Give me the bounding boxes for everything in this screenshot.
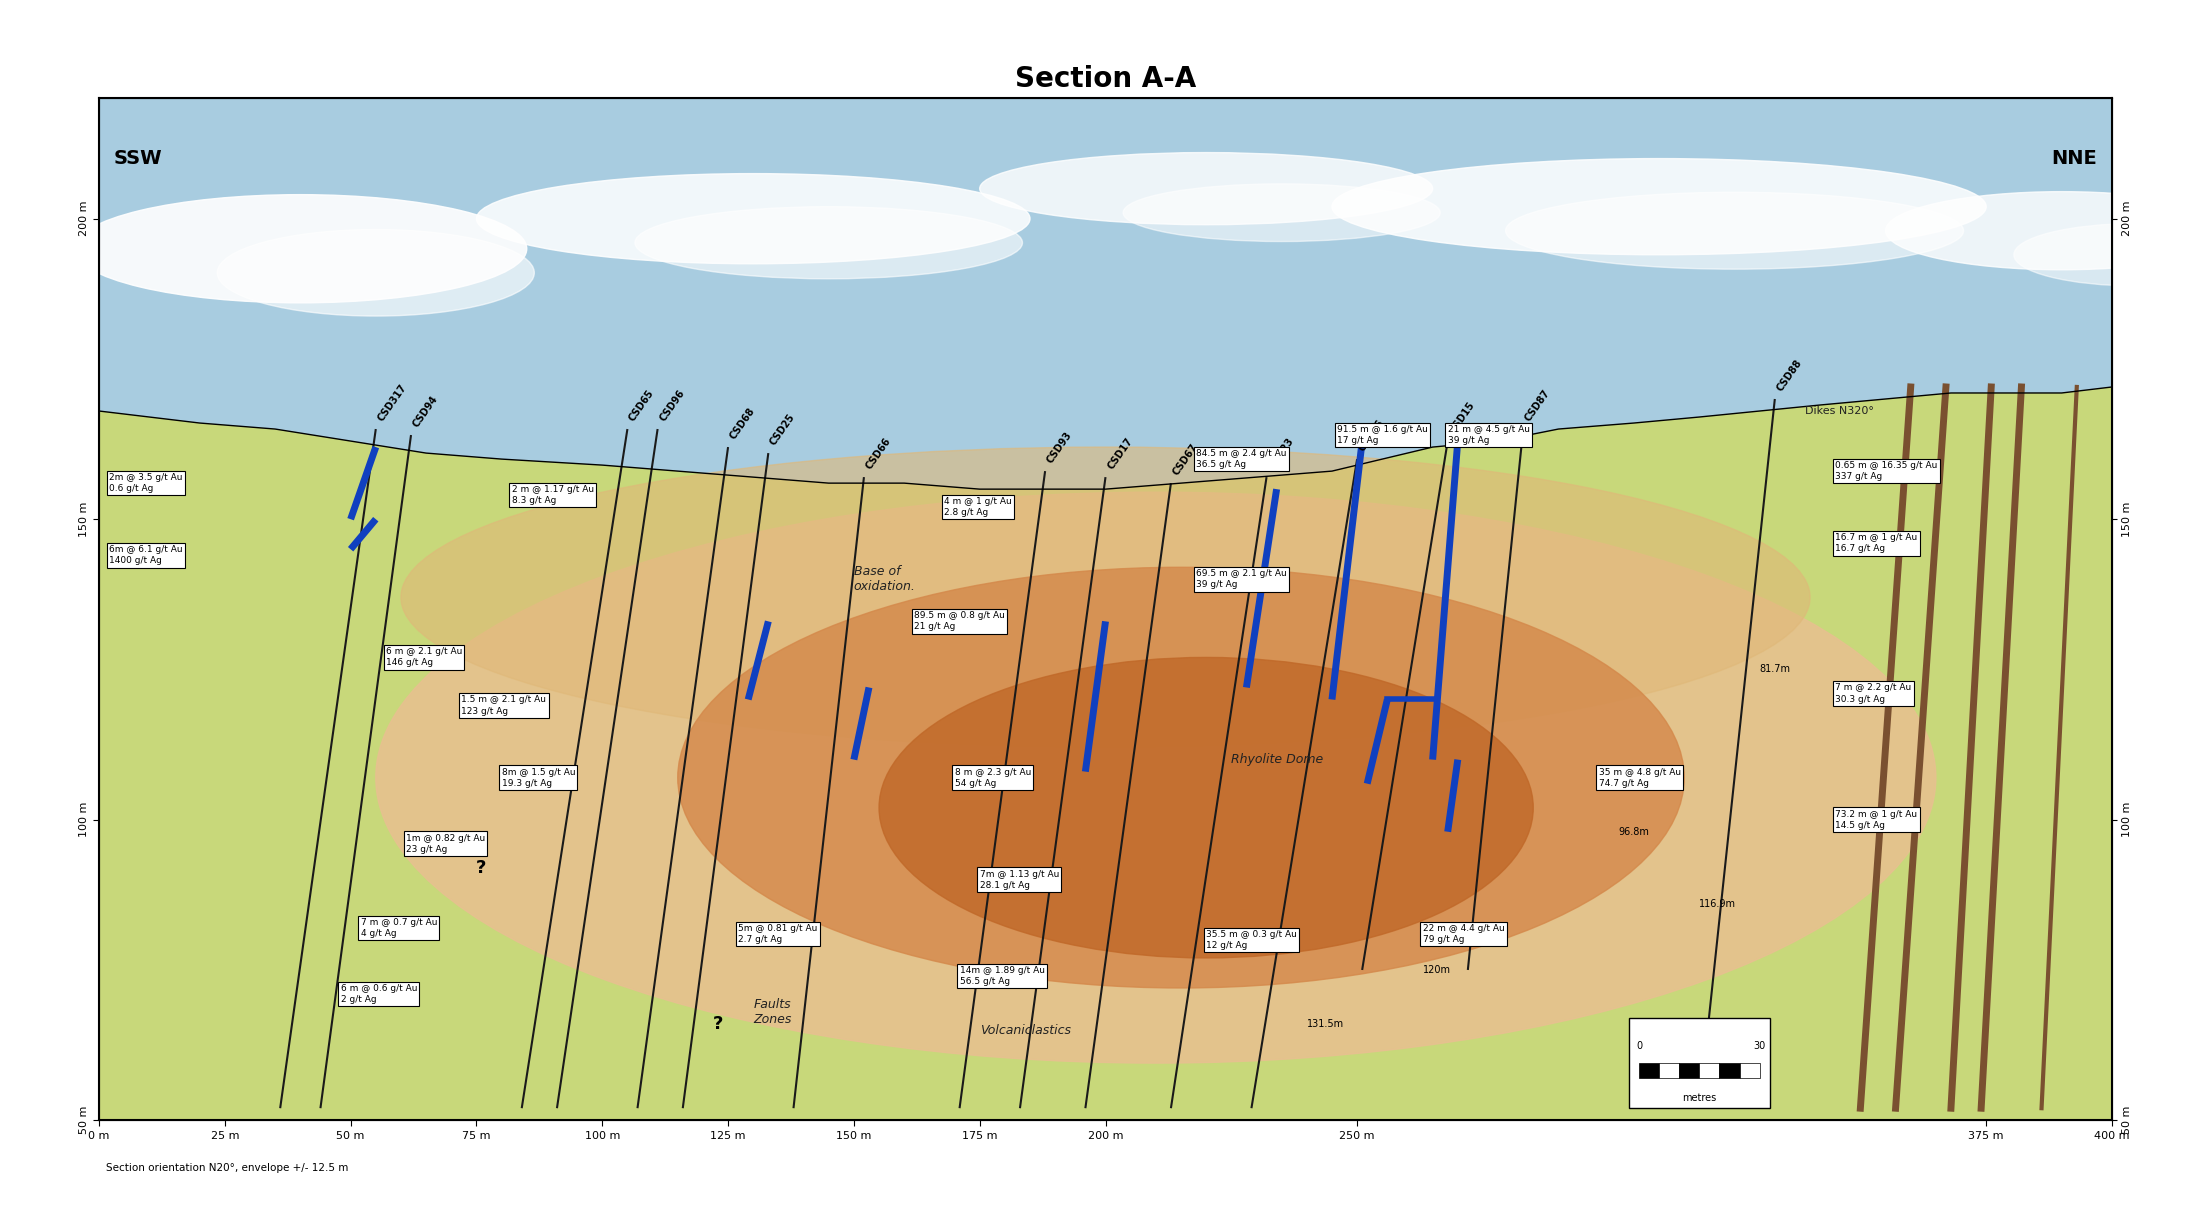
Text: CSD88: CSD88 (1775, 357, 1804, 393)
Text: 21 m @ 4.5 g/t Au
39 g/t Ag: 21 m @ 4.5 g/t Au 39 g/t Ag (1448, 425, 1529, 446)
Ellipse shape (75, 194, 526, 303)
Text: 81.7m: 81.7m (1760, 665, 1791, 675)
Text: Volcaniclastics: Volcaniclastics (979, 1023, 1071, 1037)
Ellipse shape (218, 229, 535, 316)
Text: ?: ? (713, 1016, 724, 1033)
Text: 6m @ 6.1 g/t Au
1400 g/t Ag: 6m @ 6.1 g/t Au 1400 g/t Ag (110, 545, 183, 565)
Text: 16.7 m @ 1 g/t Au
16.7 g/t Ag: 16.7 m @ 1 g/t Au 16.7 g/t Ag (1835, 533, 1918, 553)
Text: CSD17: CSD17 (1104, 436, 1135, 471)
Ellipse shape (1124, 183, 1441, 241)
Text: 131.5m: 131.5m (1307, 1019, 1344, 1029)
Ellipse shape (1885, 192, 2200, 270)
Ellipse shape (880, 657, 1533, 958)
Text: 120m: 120m (1423, 965, 1450, 975)
Bar (1639, 1064, 1659, 1078)
Ellipse shape (678, 567, 1685, 988)
Text: 8 m @ 2.3 g/t Au
54 g/t Ag: 8 m @ 2.3 g/t Au 54 g/t Ag (955, 768, 1032, 788)
Text: 6 m @ 2.1 g/t Au
146 g/t Ag: 6 m @ 2.1 g/t Au 146 g/t Ag (385, 648, 462, 667)
Text: 1.5 m @ 2.1 g/t Au
123 g/t Ag: 1.5 m @ 2.1 g/t Au 123 g/t Ag (462, 696, 546, 715)
Text: metres: metres (1683, 1093, 1716, 1103)
Bar (1698, 1064, 1720, 1078)
Text: 89.5 m @ 0.8 g/t Au
21 g/t Ag: 89.5 m @ 0.8 g/t Au 21 g/t Ag (915, 612, 1005, 632)
Text: CSD87: CSD87 (1522, 388, 1553, 423)
Ellipse shape (400, 447, 1811, 747)
Text: SSW: SSW (114, 149, 163, 169)
Text: Base of
oxidation.: Base of oxidation. (854, 565, 915, 593)
Bar (1740, 1064, 1760, 1078)
Text: 69.5 m @ 2.1 g/t Au
39 g/t Ag: 69.5 m @ 2.1 g/t Au 39 g/t Ag (1197, 569, 1287, 590)
Text: 5m @ 0.81 g/t Au
2.7 g/t Ag: 5m @ 0.81 g/t Au 2.7 g/t Ag (739, 923, 818, 944)
Text: CSD317: CSD317 (376, 383, 409, 423)
Text: 2 m @ 1.17 g/t Au
8.3 g/t Ag: 2 m @ 1.17 g/t Au 8.3 g/t Ag (513, 485, 594, 505)
Ellipse shape (2013, 224, 2200, 286)
Text: CSD15: CSD15 (1448, 400, 1476, 435)
Text: CSD23: CSD23 (1267, 436, 1296, 471)
Text: 84.5 m @ 2.4 g/t Au
36.5 g/t Ag: 84.5 m @ 2.4 g/t Au 36.5 g/t Ag (1197, 449, 1287, 469)
Bar (1659, 1064, 1679, 1078)
Text: NNE: NNE (2050, 149, 2097, 169)
Text: CSD93: CSD93 (1045, 430, 1074, 465)
Text: 14m @ 1.89 g/t Au
56.5 g/t Ag: 14m @ 1.89 g/t Au 56.5 g/t Ag (959, 966, 1045, 986)
Text: 7m @ 1.13 g/t Au
28.1 g/t Ag: 7m @ 1.13 g/t Au 28.1 g/t Ag (979, 870, 1058, 890)
Text: 0.65 m @ 16.35 g/t Au
337 g/t Ag: 0.65 m @ 16.35 g/t Au 337 g/t Ag (1835, 462, 1938, 481)
Ellipse shape (477, 174, 1030, 263)
Text: CSD68: CSD68 (728, 406, 757, 441)
Text: 96.8m: 96.8m (1619, 827, 1650, 837)
Text: CSD94: CSD94 (411, 394, 440, 430)
Ellipse shape (1505, 192, 1965, 270)
Text: 0: 0 (1637, 1041, 1641, 1051)
Ellipse shape (636, 207, 1023, 278)
Text: 1m @ 0.82 g/t Au
23 g/t Ag: 1m @ 0.82 g/t Au 23 g/t Ag (407, 833, 486, 854)
Bar (1679, 1064, 1698, 1078)
FancyBboxPatch shape (1628, 1018, 1769, 1108)
Text: CSD25: CSD25 (768, 412, 796, 447)
Title: Section A-A: Section A-A (1014, 65, 1197, 94)
Text: CSD65: CSD65 (627, 388, 656, 423)
Text: 4 m @ 1 g/t Au
2.8 g/t Ag: 4 m @ 1 g/t Au 2.8 g/t Ag (944, 497, 1012, 517)
Text: 35.5 m @ 0.3 g/t Au
12 g/t Ag: 35.5 m @ 0.3 g/t Au 12 g/t Ag (1206, 929, 1298, 950)
Text: ?: ? (475, 859, 486, 876)
Ellipse shape (376, 492, 1936, 1064)
Text: 7 m @ 2.2 g/t Au
30.3 g/t Ag: 7 m @ 2.2 g/t Au 30.3 g/t Ag (1835, 683, 1912, 704)
Text: CSD66: CSD66 (865, 436, 893, 471)
Text: CSD96: CSD96 (658, 388, 686, 423)
Text: CSD67: CSD67 (1170, 442, 1199, 478)
Ellipse shape (979, 153, 1432, 225)
Text: 22 m @ 4.4 g/t Au
79 g/t Ag: 22 m @ 4.4 g/t Au 79 g/t Ag (1423, 923, 1505, 944)
Text: Section orientation N20°, envelope +/- 12.5 m: Section orientation N20°, envelope +/- 1… (106, 1163, 348, 1173)
Text: 7 m @ 0.7 g/t Au
4 g/t Ag: 7 m @ 0.7 g/t Au 4 g/t Ag (361, 918, 438, 938)
Text: 8m @ 1.5 g/t Au
19.3 g/t Ag: 8m @ 1.5 g/t Au 19.3 g/t Ag (502, 768, 574, 788)
Text: 91.5 m @ 1.6 g/t Au
17 g/t Ag: 91.5 m @ 1.6 g/t Au 17 g/t Ag (1338, 425, 1428, 446)
Text: Faults
Zones: Faults Zones (752, 998, 792, 1025)
Text: 2m @ 3.5 g/t Au
0.6 g/t Ag: 2m @ 3.5 g/t Au 0.6 g/t Ag (110, 473, 183, 494)
Text: 6 m @ 0.6 g/t Au
2 g/t Ag: 6 m @ 0.6 g/t Au 2 g/t Ag (341, 984, 418, 1004)
Ellipse shape (1331, 159, 1987, 255)
Text: 30: 30 (1753, 1041, 1767, 1051)
Text: 73.2 m @ 1 g/t Au
14.5 g/t Ag: 73.2 m @ 1 g/t Au 14.5 g/t Ag (1835, 810, 1918, 830)
Text: 116.9m: 116.9m (1698, 899, 1736, 908)
Text: Rhyolite Dome: Rhyolite Dome (1232, 753, 1324, 766)
Text: Dikes N320°: Dikes N320° (1804, 406, 1874, 416)
Text: CSD86: CSD86 (1357, 417, 1386, 453)
Bar (1720, 1064, 1740, 1078)
Polygon shape (99, 387, 2112, 1120)
Text: 35 m @ 4.8 g/t Au
74.7 g/t Ag: 35 m @ 4.8 g/t Au 74.7 g/t Ag (1599, 768, 1681, 788)
